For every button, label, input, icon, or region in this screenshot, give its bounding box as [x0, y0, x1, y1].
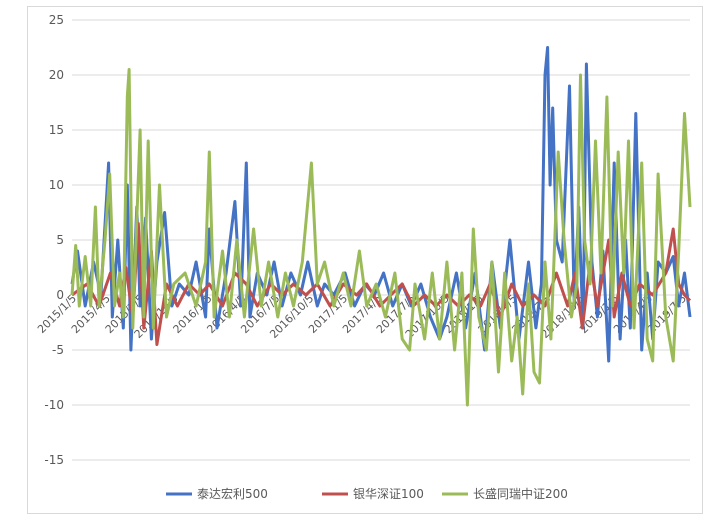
y-tick-label: -15	[44, 453, 64, 467]
y-tick-label: 20	[49, 68, 64, 82]
legend-label-2: 长盛同瑞中证200	[473, 486, 568, 501]
y-tick-label: 15	[49, 123, 64, 137]
y-tick-label: 5	[56, 233, 64, 247]
y-tick-label: -5	[52, 343, 64, 357]
y-tick-label: 0	[56, 288, 64, 302]
y-tick-label: 25	[49, 13, 64, 27]
legend-label-0: 泰达宏利500	[197, 486, 268, 501]
legend: 泰达宏利500 银华深证100 长盛同瑞中证200	[166, 486, 568, 501]
gridlines	[72, 19, 690, 461]
legend-label-1: 银华深证100	[353, 487, 424, 501]
y-axis-ticks: 25 20 15 10 5 0 -5 -10 -15	[44, 13, 64, 467]
y-tick-label: 10	[49, 178, 64, 192]
series-line-2	[70, 68, 692, 407]
y-tick-label: -10	[44, 398, 64, 412]
series-lines	[70, 46, 692, 407]
